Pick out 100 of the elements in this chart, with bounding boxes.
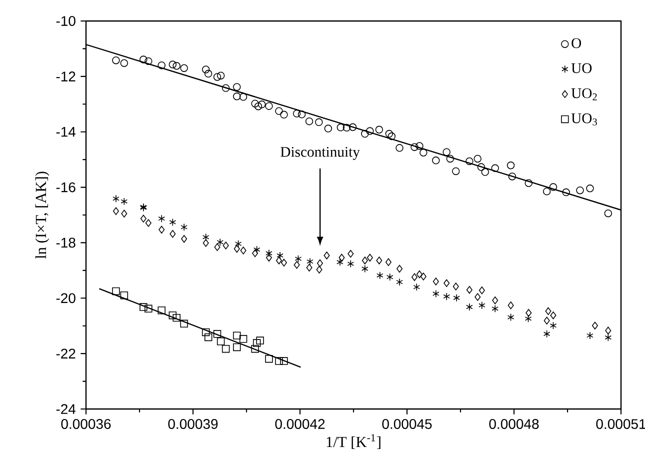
point — [466, 286, 472, 294]
point — [474, 154, 482, 163]
point — [604, 209, 612, 218]
point — [396, 144, 404, 152]
point — [315, 118, 323, 126]
point — [253, 246, 260, 254]
point — [446, 154, 454, 163]
point — [172, 62, 180, 70]
point — [275, 357, 283, 365]
point — [239, 335, 248, 343]
point — [410, 143, 418, 151]
point — [432, 156, 440, 164]
point — [411, 273, 418, 281]
point — [169, 218, 176, 226]
point — [586, 184, 594, 192]
point — [526, 308, 532, 317]
point — [120, 292, 128, 300]
point — [112, 56, 120, 64]
point — [213, 330, 222, 338]
point — [222, 344, 230, 353]
point — [216, 72, 225, 80]
point — [416, 142, 424, 150]
point — [466, 157, 474, 166]
point — [240, 246, 246, 254]
point — [336, 124, 345, 132]
point — [478, 286, 485, 294]
point — [366, 254, 373, 262]
point — [474, 293, 481, 301]
point — [170, 230, 176, 238]
point — [420, 148, 428, 157]
y-tick-label: -24 — [56, 404, 76, 414]
point — [416, 270, 422, 278]
point — [112, 287, 120, 296]
point — [222, 242, 229, 250]
point — [258, 100, 266, 108]
point — [112, 207, 119, 215]
point — [145, 219, 152, 227]
point — [158, 306, 166, 314]
point — [158, 226, 165, 234]
point — [180, 223, 188, 232]
point — [550, 322, 557, 330]
point — [576, 186, 584, 194]
point — [216, 238, 224, 246]
point — [453, 294, 460, 302]
point — [506, 162, 515, 170]
x-tick-label: 0.00042 — [275, 419, 325, 429]
point — [444, 279, 450, 288]
point — [385, 130, 394, 138]
y-tick-label: -18 — [56, 238, 76, 248]
x-tick-label: 0.00045 — [382, 419, 432, 429]
point — [478, 301, 486, 310]
point — [120, 198, 128, 206]
point — [443, 292, 450, 300]
point — [492, 296, 498, 304]
point — [202, 328, 210, 336]
point — [338, 254, 345, 262]
point — [420, 272, 426, 280]
point — [265, 102, 273, 110]
point — [233, 92, 241, 100]
point — [120, 59, 128, 67]
point — [348, 250, 354, 258]
point — [168, 311, 177, 320]
y-axis-title: ln (I×T, [AK]) — [35, 172, 50, 259]
y-tick-label: -14 — [56, 127, 76, 137]
x-tick-label: 0.00048 — [489, 419, 539, 429]
x-axis-title: 1/T [K$^{-1}$] — [326, 434, 380, 450]
x-tick-label: 0.00039 — [168, 419, 218, 429]
point — [324, 252, 330, 260]
point — [140, 214, 146, 222]
y-tick-label: -16 — [56, 182, 76, 192]
point — [252, 339, 261, 347]
point — [396, 264, 403, 273]
point — [347, 260, 354, 268]
point — [168, 60, 177, 68]
point — [214, 243, 220, 252]
point — [376, 256, 382, 264]
point — [144, 57, 152, 66]
point — [543, 330, 550, 338]
point — [254, 102, 262, 110]
point — [324, 124, 332, 132]
point — [508, 172, 516, 180]
point — [466, 303, 473, 311]
point — [361, 130, 369, 138]
point — [413, 283, 420, 291]
point — [305, 117, 314, 126]
point — [280, 258, 287, 267]
point — [181, 234, 188, 243]
point — [507, 313, 514, 322]
point — [336, 258, 344, 266]
point — [292, 110, 301, 118]
point — [251, 344, 259, 353]
legend-label: O — [572, 38, 582, 48]
y-tick-label: -10 — [56, 16, 76, 26]
point — [316, 266, 322, 274]
point — [549, 183, 558, 191]
point — [112, 194, 120, 203]
point — [158, 214, 166, 222]
point — [442, 148, 450, 156]
point — [362, 264, 368, 273]
point — [376, 272, 384, 280]
